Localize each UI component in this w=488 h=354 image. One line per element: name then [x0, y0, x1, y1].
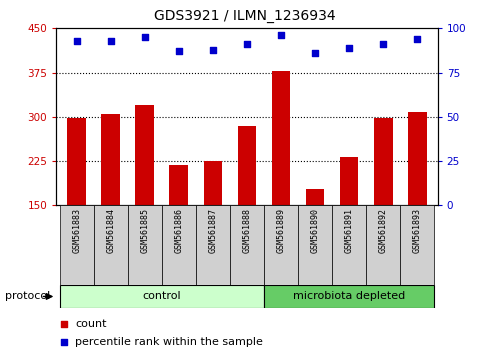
- Text: GSM561884: GSM561884: [106, 208, 115, 253]
- Point: [141, 34, 148, 40]
- Bar: [399, 205, 433, 285]
- Bar: [135, 105, 154, 205]
- Point: [208, 47, 216, 52]
- Text: GSM561893: GSM561893: [412, 208, 421, 253]
- Bar: [339, 157, 358, 205]
- Bar: [297, 205, 331, 285]
- Bar: [366, 205, 399, 285]
- Point: [73, 38, 81, 44]
- Point: [412, 36, 420, 42]
- Bar: [60, 205, 94, 285]
- Bar: [331, 205, 366, 285]
- Text: GSM561885: GSM561885: [140, 208, 149, 253]
- Bar: [203, 161, 222, 205]
- Text: GSM561886: GSM561886: [174, 208, 183, 253]
- Point: [310, 50, 318, 56]
- Bar: [407, 112, 426, 205]
- Bar: [305, 189, 324, 205]
- Text: percentile rank within the sample: percentile rank within the sample: [75, 337, 263, 348]
- Bar: [264, 285, 433, 308]
- Text: count: count: [75, 319, 106, 329]
- Point: [277, 33, 285, 38]
- Text: GSM561887: GSM561887: [208, 208, 217, 253]
- Bar: [264, 205, 297, 285]
- Bar: [229, 205, 264, 285]
- Text: GDS3921 / ILMN_1236934: GDS3921 / ILMN_1236934: [153, 9, 335, 23]
- Bar: [60, 285, 264, 308]
- Text: GSM561891: GSM561891: [344, 208, 353, 253]
- Text: GSM561883: GSM561883: [72, 208, 81, 253]
- Point: [106, 38, 114, 44]
- Bar: [196, 205, 229, 285]
- Text: GSM561889: GSM561889: [276, 208, 285, 253]
- Point: [243, 41, 250, 47]
- Bar: [101, 114, 120, 205]
- Bar: [67, 118, 86, 205]
- Text: GSM561890: GSM561890: [310, 208, 319, 253]
- Point: [379, 41, 386, 47]
- Bar: [94, 205, 127, 285]
- Bar: [271, 71, 290, 205]
- Bar: [162, 205, 196, 285]
- Text: protocol: protocol: [5, 291, 50, 302]
- Text: microbiota depleted: microbiota depleted: [292, 291, 405, 302]
- Point: [175, 48, 183, 54]
- Bar: [127, 205, 162, 285]
- Text: control: control: [142, 291, 181, 302]
- Text: GSM561888: GSM561888: [242, 208, 251, 253]
- Point: [60, 321, 68, 327]
- Point: [345, 45, 352, 51]
- Text: GSM561892: GSM561892: [378, 208, 387, 253]
- Bar: [169, 165, 188, 205]
- Point: [60, 340, 68, 346]
- Bar: [373, 118, 392, 205]
- Bar: [237, 126, 256, 205]
